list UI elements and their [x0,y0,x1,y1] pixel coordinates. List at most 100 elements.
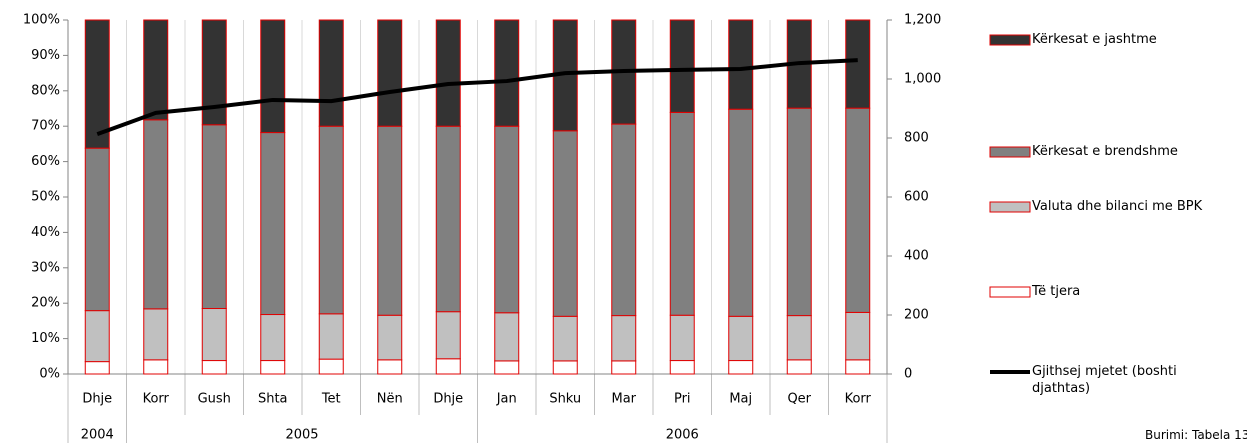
y2-tick-label: 400 [904,249,929,264]
bar-segment [494,360,520,375]
y-tick-label: 10% [31,331,60,346]
legend-swatch [989,146,1031,158]
bar-segment [669,111,695,316]
bar-segment [728,19,754,110]
bar-segment [84,19,110,149]
bar-segment [318,125,344,315]
x-tick-label: Mar [611,392,636,407]
bar-segment [845,107,871,313]
bar-segment [143,308,169,361]
legend-swatch [989,286,1031,298]
bar-segment [669,360,695,375]
y2-tick-label: 800 [904,131,929,146]
x-tick-label: Shku [549,392,581,407]
group-label: 2004 [81,428,114,443]
bar-segment [845,19,871,109]
bar-segment [260,19,286,134]
legend-label: Valuta dhe bilanci me BPK [1032,199,1203,214]
legend-swatch [989,201,1031,213]
bar-segment [143,119,169,310]
bar-segment [611,123,637,317]
bar-segment [552,315,578,362]
bar-segment [201,124,227,310]
bar-segment [377,359,403,375]
bar-segment [377,19,403,127]
y-tick-label: 40% [31,225,60,240]
group-label: 2006 [666,428,699,443]
bar-segment [494,312,520,362]
bar-segment [318,313,344,360]
bar-segment [84,310,110,363]
bar-segment [669,314,695,362]
bar-segment [435,125,461,313]
x-tick-label: Nën [377,392,403,407]
y-tick-label: 0% [39,367,60,382]
bar-segment [728,108,754,317]
y-tick-label: 30% [31,260,60,275]
bar-segment [318,358,344,375]
bar-segment [669,19,695,113]
bar-segment [845,311,871,361]
bar-segment [435,358,461,375]
bar-segment [611,360,637,375]
y2-tick-label: 1,200 [904,13,941,28]
x-tick-label: Jan [496,392,517,407]
bar-segment [728,315,754,362]
y-tick-label: 70% [31,119,60,134]
y2-tick-label: 0 [904,367,912,382]
bar-segment [201,360,227,375]
bar-segment [260,132,286,316]
x-tick-label: Tet [321,392,341,407]
x-tick-label: Maj [729,392,752,407]
bar-segment [552,360,578,375]
x-tick-label: Pri [674,392,691,407]
x-tick-label: Korr [845,392,872,407]
bar-segment [494,125,520,314]
y-tick-label: 90% [31,48,60,63]
legend-label: Kërkesat e jashtme [1032,32,1157,47]
y-tick-label: 50% [31,190,60,205]
x-tick-label: Qer [787,392,811,407]
bar-segment [143,19,169,121]
y-tick-label: 60% [31,154,60,169]
bar-segment [84,147,110,312]
bar-segment [143,359,169,375]
line [96,58,858,137]
bar-segment [201,19,227,126]
group-label: 2005 [285,428,318,443]
bar-segment [494,19,520,127]
bar-segment [377,125,403,316]
bar-segment [728,360,754,375]
bar-segment [435,311,461,360]
bar-segment [786,315,812,361]
bar-segment [786,107,812,317]
bar-segment [260,360,286,375]
legend-swatch [989,34,1031,46]
bar-segment [201,308,227,362]
y-tick-label: 80% [31,83,60,98]
bar-segment [611,315,637,362]
legend-label: Kërkesat e brendshme [1032,144,1178,159]
source-note: Burimi: Tabela 13 [1145,428,1247,442]
bar-segment [552,130,578,317]
y2-tick-label: 200 [904,308,929,323]
legend-label: Të tjera [1032,284,1081,299]
x-tick-label: Shta [258,392,288,407]
y2-tick-label: 600 [904,190,929,205]
x-tick-label: Dhje [82,392,112,407]
bar-segment [845,359,871,375]
bar-segment [318,19,344,127]
x-tick-label: Korr [143,392,170,407]
bar-segment [377,314,403,361]
y2-tick-label: 1,000 [904,72,941,87]
legend-label: Gjithsej mjetet (boshti djathtas) [1032,364,1177,396]
x-tick-label: Dhje [433,392,463,407]
bar-segment [786,359,812,375]
x-tick-label: Gush [198,392,231,407]
bar-segment [435,19,461,127]
y-tick-label: 20% [31,296,60,311]
bar-segment [260,314,286,362]
y-tick-label: 100% [23,13,60,28]
